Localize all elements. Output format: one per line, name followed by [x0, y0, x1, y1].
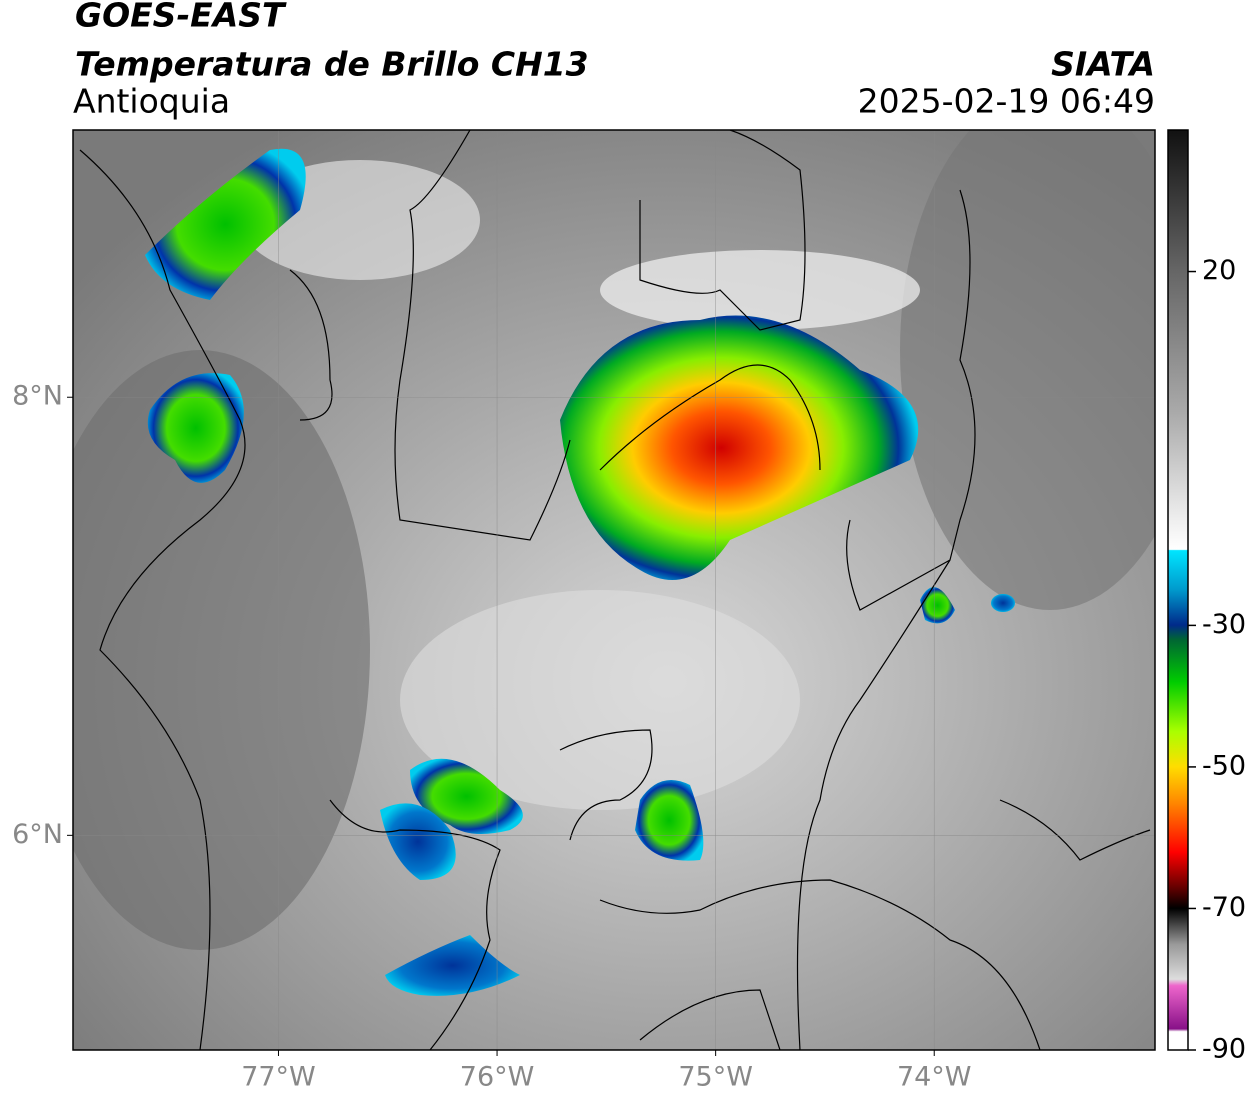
- satellite-image: [73, 130, 1155, 1050]
- colorbar-tick-label: -90: [1202, 1034, 1246, 1065]
- y-tick-label: 6°N: [12, 819, 63, 850]
- datetime: 2025-02-19 06:49: [858, 82, 1155, 121]
- region: Antioquia: [73, 82, 230, 121]
- grid: [73, 130, 1155, 1050]
- colorbar-tick-label: -50: [1202, 750, 1246, 781]
- title: GOES-EAST: [75, 0, 287, 35]
- colorbar-tick-label: -70: [1202, 892, 1246, 923]
- x-tick-label: 75°W: [678, 1062, 753, 1093]
- map-frame: [72, 129, 1156, 1051]
- x-tick-label: 77°W: [241, 1062, 316, 1093]
- source: SIATA: [1051, 45, 1155, 84]
- colorbar-tick-label: -30: [1202, 609, 1246, 640]
- x-tick-label: 76°W: [460, 1062, 535, 1093]
- colorbar: [1167, 129, 1189, 1051]
- x-tick-label: 74°W: [897, 1062, 972, 1093]
- y-tick-label: 8°N: [12, 381, 63, 412]
- colorbar-tick-label: 20: [1202, 255, 1236, 286]
- subtitle: Temperatura de Brillo CH13: [75, 45, 589, 84]
